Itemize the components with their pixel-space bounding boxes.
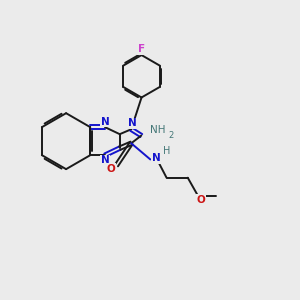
Text: NH: NH	[150, 125, 165, 135]
Text: N: N	[101, 117, 110, 127]
Text: N: N	[101, 155, 110, 166]
Text: O: O	[107, 164, 116, 174]
Text: 2: 2	[168, 131, 173, 140]
Text: H: H	[163, 146, 170, 156]
Text: N: N	[128, 118, 137, 128]
Text: O: O	[196, 194, 206, 205]
Text: N: N	[152, 153, 161, 163]
Text: F: F	[138, 44, 145, 54]
